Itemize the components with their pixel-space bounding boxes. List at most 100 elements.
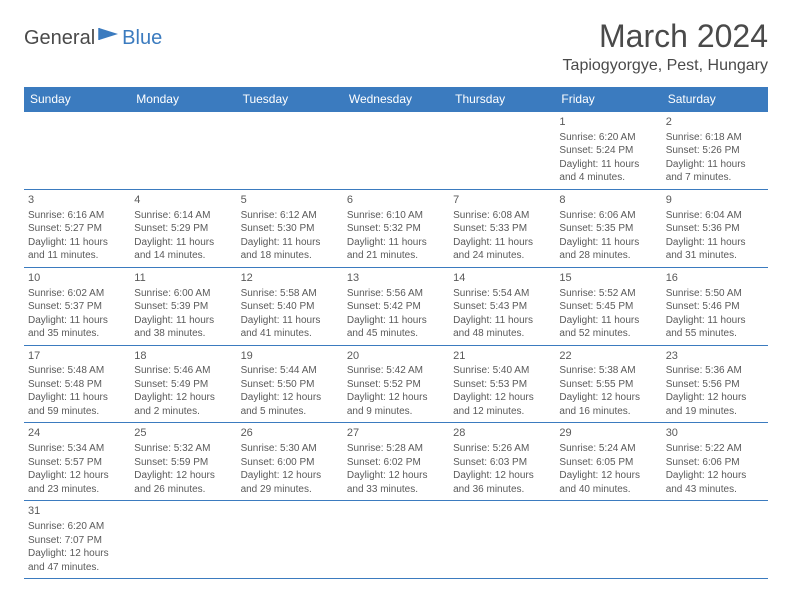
sunset-text: Sunset: 5:46 PM xyxy=(666,300,764,314)
calendar-cell: 27Sunrise: 5:28 AMSunset: 6:02 PMDayligh… xyxy=(343,423,449,501)
calendar-cell: 30Sunrise: 5:22 AMSunset: 6:06 PMDayligh… xyxy=(662,423,768,501)
sunset-text: Sunset: 5:57 PM xyxy=(28,456,126,470)
calendar-cell: 18Sunrise: 5:46 AMSunset: 5:49 PMDayligh… xyxy=(130,345,236,423)
daylight-text: Daylight: 12 hours xyxy=(134,469,232,483)
calendar-cell-empty xyxy=(662,501,768,579)
daylight-text: and 2 minutes. xyxy=(134,405,232,419)
daylight-text: Daylight: 11 hours xyxy=(28,236,126,250)
sunrise-text: Sunrise: 5:36 AM xyxy=(666,364,764,378)
sunrise-text: Sunrise: 5:40 AM xyxy=(453,364,551,378)
calendar-body: 1Sunrise: 6:20 AMSunset: 5:24 PMDaylight… xyxy=(24,112,768,579)
sunset-text: Sunset: 5:36 PM xyxy=(666,222,764,236)
sunrise-text: Sunrise: 6:00 AM xyxy=(134,287,232,301)
day-number: 19 xyxy=(241,349,339,364)
sunset-text: Sunset: 6:00 PM xyxy=(241,456,339,470)
sunrise-text: Sunrise: 5:46 AM xyxy=(134,364,232,378)
daylight-text: and 16 minutes. xyxy=(559,405,657,419)
daylight-text: Daylight: 11 hours xyxy=(666,158,764,172)
sunset-text: Sunset: 5:50 PM xyxy=(241,378,339,392)
day-header: Tuesday xyxy=(237,87,343,112)
calendar-cell-empty xyxy=(343,112,449,190)
sunset-text: Sunset: 5:42 PM xyxy=(347,300,445,314)
day-number: 12 xyxy=(241,271,339,286)
calendar-cell: 26Sunrise: 5:30 AMSunset: 6:00 PMDayligh… xyxy=(237,423,343,501)
daylight-text: and 7 minutes. xyxy=(666,171,764,185)
sunset-text: Sunset: 5:59 PM xyxy=(134,456,232,470)
calendar-cell: 19Sunrise: 5:44 AMSunset: 5:50 PMDayligh… xyxy=(237,345,343,423)
calendar-cell: 25Sunrise: 5:32 AMSunset: 5:59 PMDayligh… xyxy=(130,423,236,501)
daylight-text: Daylight: 11 hours xyxy=(134,314,232,328)
calendar-cell: 17Sunrise: 5:48 AMSunset: 5:48 PMDayligh… xyxy=(24,345,130,423)
page-header: General Blue March 2024 Tapiogyorgye, Pe… xyxy=(24,18,768,77)
calendar-cell: 20Sunrise: 5:42 AMSunset: 5:52 PMDayligh… xyxy=(343,345,449,423)
day-header: Monday xyxy=(130,87,236,112)
day-number: 6 xyxy=(347,193,445,208)
daylight-text: Daylight: 12 hours xyxy=(241,469,339,483)
sunrise-text: Sunrise: 6:16 AM xyxy=(28,209,126,223)
calendar-row: 3Sunrise: 6:16 AMSunset: 5:27 PMDaylight… xyxy=(24,189,768,267)
calendar-cell: 14Sunrise: 5:54 AMSunset: 5:43 PMDayligh… xyxy=(449,267,555,345)
sunset-text: Sunset: 5:24 PM xyxy=(559,144,657,158)
daylight-text: and 21 minutes. xyxy=(347,249,445,263)
calendar-cell: 12Sunrise: 5:58 AMSunset: 5:40 PMDayligh… xyxy=(237,267,343,345)
sunrise-text: Sunrise: 6:18 AM xyxy=(666,131,764,145)
calendar-row: 17Sunrise: 5:48 AMSunset: 5:48 PMDayligh… xyxy=(24,345,768,423)
sunrise-text: Sunrise: 6:20 AM xyxy=(559,131,657,145)
daylight-text: and 4 minutes. xyxy=(559,171,657,185)
month-title: March 2024 xyxy=(563,18,768,55)
daylight-text: Daylight: 11 hours xyxy=(666,236,764,250)
sunrise-text: Sunrise: 6:06 AM xyxy=(559,209,657,223)
daylight-text: Daylight: 11 hours xyxy=(666,314,764,328)
day-header: Thursday xyxy=(449,87,555,112)
calendar-cell: 6Sunrise: 6:10 AMSunset: 5:32 PMDaylight… xyxy=(343,189,449,267)
day-number: 27 xyxy=(347,426,445,441)
calendar-cell: 7Sunrise: 6:08 AMSunset: 5:33 PMDaylight… xyxy=(449,189,555,267)
daylight-text: and 26 minutes. xyxy=(134,483,232,497)
daylight-text: Daylight: 12 hours xyxy=(666,391,764,405)
calendar-cell-empty xyxy=(237,501,343,579)
daylight-text: Daylight: 11 hours xyxy=(241,314,339,328)
daylight-text: Daylight: 12 hours xyxy=(559,391,657,405)
day-number: 25 xyxy=(134,426,232,441)
daylight-text: Daylight: 11 hours xyxy=(453,314,551,328)
sunrise-text: Sunrise: 5:30 AM xyxy=(241,442,339,456)
daylight-text: and 52 minutes. xyxy=(559,327,657,341)
daylight-text: and 43 minutes. xyxy=(666,483,764,497)
day-number: 4 xyxy=(134,193,232,208)
calendar-cell: 15Sunrise: 5:52 AMSunset: 5:45 PMDayligh… xyxy=(555,267,661,345)
day-number: 31 xyxy=(28,504,126,519)
daylight-text: Daylight: 12 hours xyxy=(347,469,445,483)
logo-text-general: General xyxy=(24,27,95,50)
daylight-text: and 23 minutes. xyxy=(28,483,126,497)
sunrise-text: Sunrise: 5:52 AM xyxy=(559,287,657,301)
daylight-text: and 19 minutes. xyxy=(666,405,764,419)
calendar-cell: 4Sunrise: 6:14 AMSunset: 5:29 PMDaylight… xyxy=(130,189,236,267)
daylight-text: and 48 minutes. xyxy=(453,327,551,341)
sunrise-text: Sunrise: 6:08 AM xyxy=(453,209,551,223)
calendar-cell: 2Sunrise: 6:18 AMSunset: 5:26 PMDaylight… xyxy=(662,112,768,190)
sunset-text: Sunset: 5:56 PM xyxy=(666,378,764,392)
logo: General Blue xyxy=(24,26,162,50)
sunrise-text: Sunrise: 5:28 AM xyxy=(347,442,445,456)
day-number: 30 xyxy=(666,426,764,441)
day-number: 28 xyxy=(453,426,551,441)
daylight-text: and 9 minutes. xyxy=(347,405,445,419)
daylight-text: and 18 minutes. xyxy=(241,249,339,263)
sunset-text: Sunset: 5:27 PM xyxy=(28,222,126,236)
sunrise-text: Sunrise: 5:32 AM xyxy=(134,442,232,456)
day-header: Wednesday xyxy=(343,87,449,112)
sunrise-text: Sunrise: 5:48 AM xyxy=(28,364,126,378)
calendar-cell-empty xyxy=(555,501,661,579)
sunrise-text: Sunrise: 6:02 AM xyxy=(28,287,126,301)
day-header: Saturday xyxy=(662,87,768,112)
day-number: 17 xyxy=(28,349,126,364)
day-number: 23 xyxy=(666,349,764,364)
daylight-text: and 12 minutes. xyxy=(453,405,551,419)
daylight-text: Daylight: 12 hours xyxy=(241,391,339,405)
daylight-text: and 55 minutes. xyxy=(666,327,764,341)
sunset-text: Sunset: 5:35 PM xyxy=(559,222,657,236)
daylight-text: Daylight: 11 hours xyxy=(134,236,232,250)
calendar-cell: 24Sunrise: 5:34 AMSunset: 5:57 PMDayligh… xyxy=(24,423,130,501)
day-number: 9 xyxy=(666,193,764,208)
calendar-cell: 29Sunrise: 5:24 AMSunset: 6:05 PMDayligh… xyxy=(555,423,661,501)
